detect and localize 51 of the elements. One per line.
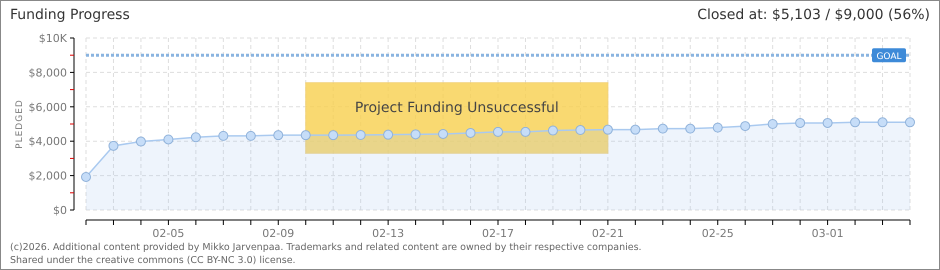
y-axis-title: PLEDGED <box>15 99 25 149</box>
x-tick-label: 02-25 <box>702 227 734 240</box>
text: Shared under the creative commons (CC BY-NC 3.0) license. <box>10 255 296 266</box>
point <box>273 130 284 140</box>
point <box>218 130 228 141</box>
y-tick-label: $8,000 <box>28 66 67 80</box>
x-tick-label: 02-13 <box>372 227 404 240</box>
point <box>163 134 174 144</box>
point <box>246 130 256 141</box>
point <box>768 119 778 129</box>
point <box>383 130 394 140</box>
y-tick-label: $10K <box>38 32 68 45</box>
point <box>466 128 476 138</box>
y-tick-label: $2,000 <box>28 170 67 183</box>
point <box>630 124 640 135</box>
chart-title: Funding Progress <box>10 7 130 23</box>
point <box>190 132 201 142</box>
point <box>136 136 146 147</box>
point <box>108 140 118 151</box>
y-tick-label: $0 <box>53 204 67 217</box>
point <box>356 130 366 140</box>
point <box>575 125 586 136</box>
annotation: Project Funding Unsuccessful <box>354 100 559 116</box>
point <box>822 118 833 128</box>
point <box>410 129 421 140</box>
ref-line-label: GOAL <box>876 52 902 62</box>
point <box>658 124 668 134</box>
x-tick-label: 02-09 <box>262 227 294 240</box>
x-tick-label: 02-21 <box>592 227 624 240</box>
point <box>81 172 91 182</box>
point <box>548 126 558 136</box>
y-tick-label: $6,000 <box>28 100 67 114</box>
point <box>740 121 750 132</box>
point <box>328 130 338 140</box>
x-tick-label: 02-17 <box>482 227 514 240</box>
point <box>685 124 696 134</box>
point <box>795 118 806 128</box>
x-tick-label: 02-05 <box>152 227 184 240</box>
point <box>520 126 530 137</box>
point <box>712 122 723 133</box>
point <box>438 128 448 139</box>
text: (c)2026. Additional content provided by Mikko Jarvenpaa. Trademarks and related content are owned by their respective companies. <box>10 242 642 253</box>
point <box>493 126 503 137</box>
point <box>300 130 311 140</box>
point <box>905 117 915 128</box>
x-tick-label: 03-01 <box>812 227 844 240</box>
point <box>878 117 888 128</box>
y-tick-label: $4,000 <box>28 135 67 148</box>
point <box>850 117 860 128</box>
chart-subtitle: Closed at: $5,103 / $9,000 (56%) <box>697 7 930 23</box>
point <box>602 124 613 135</box>
